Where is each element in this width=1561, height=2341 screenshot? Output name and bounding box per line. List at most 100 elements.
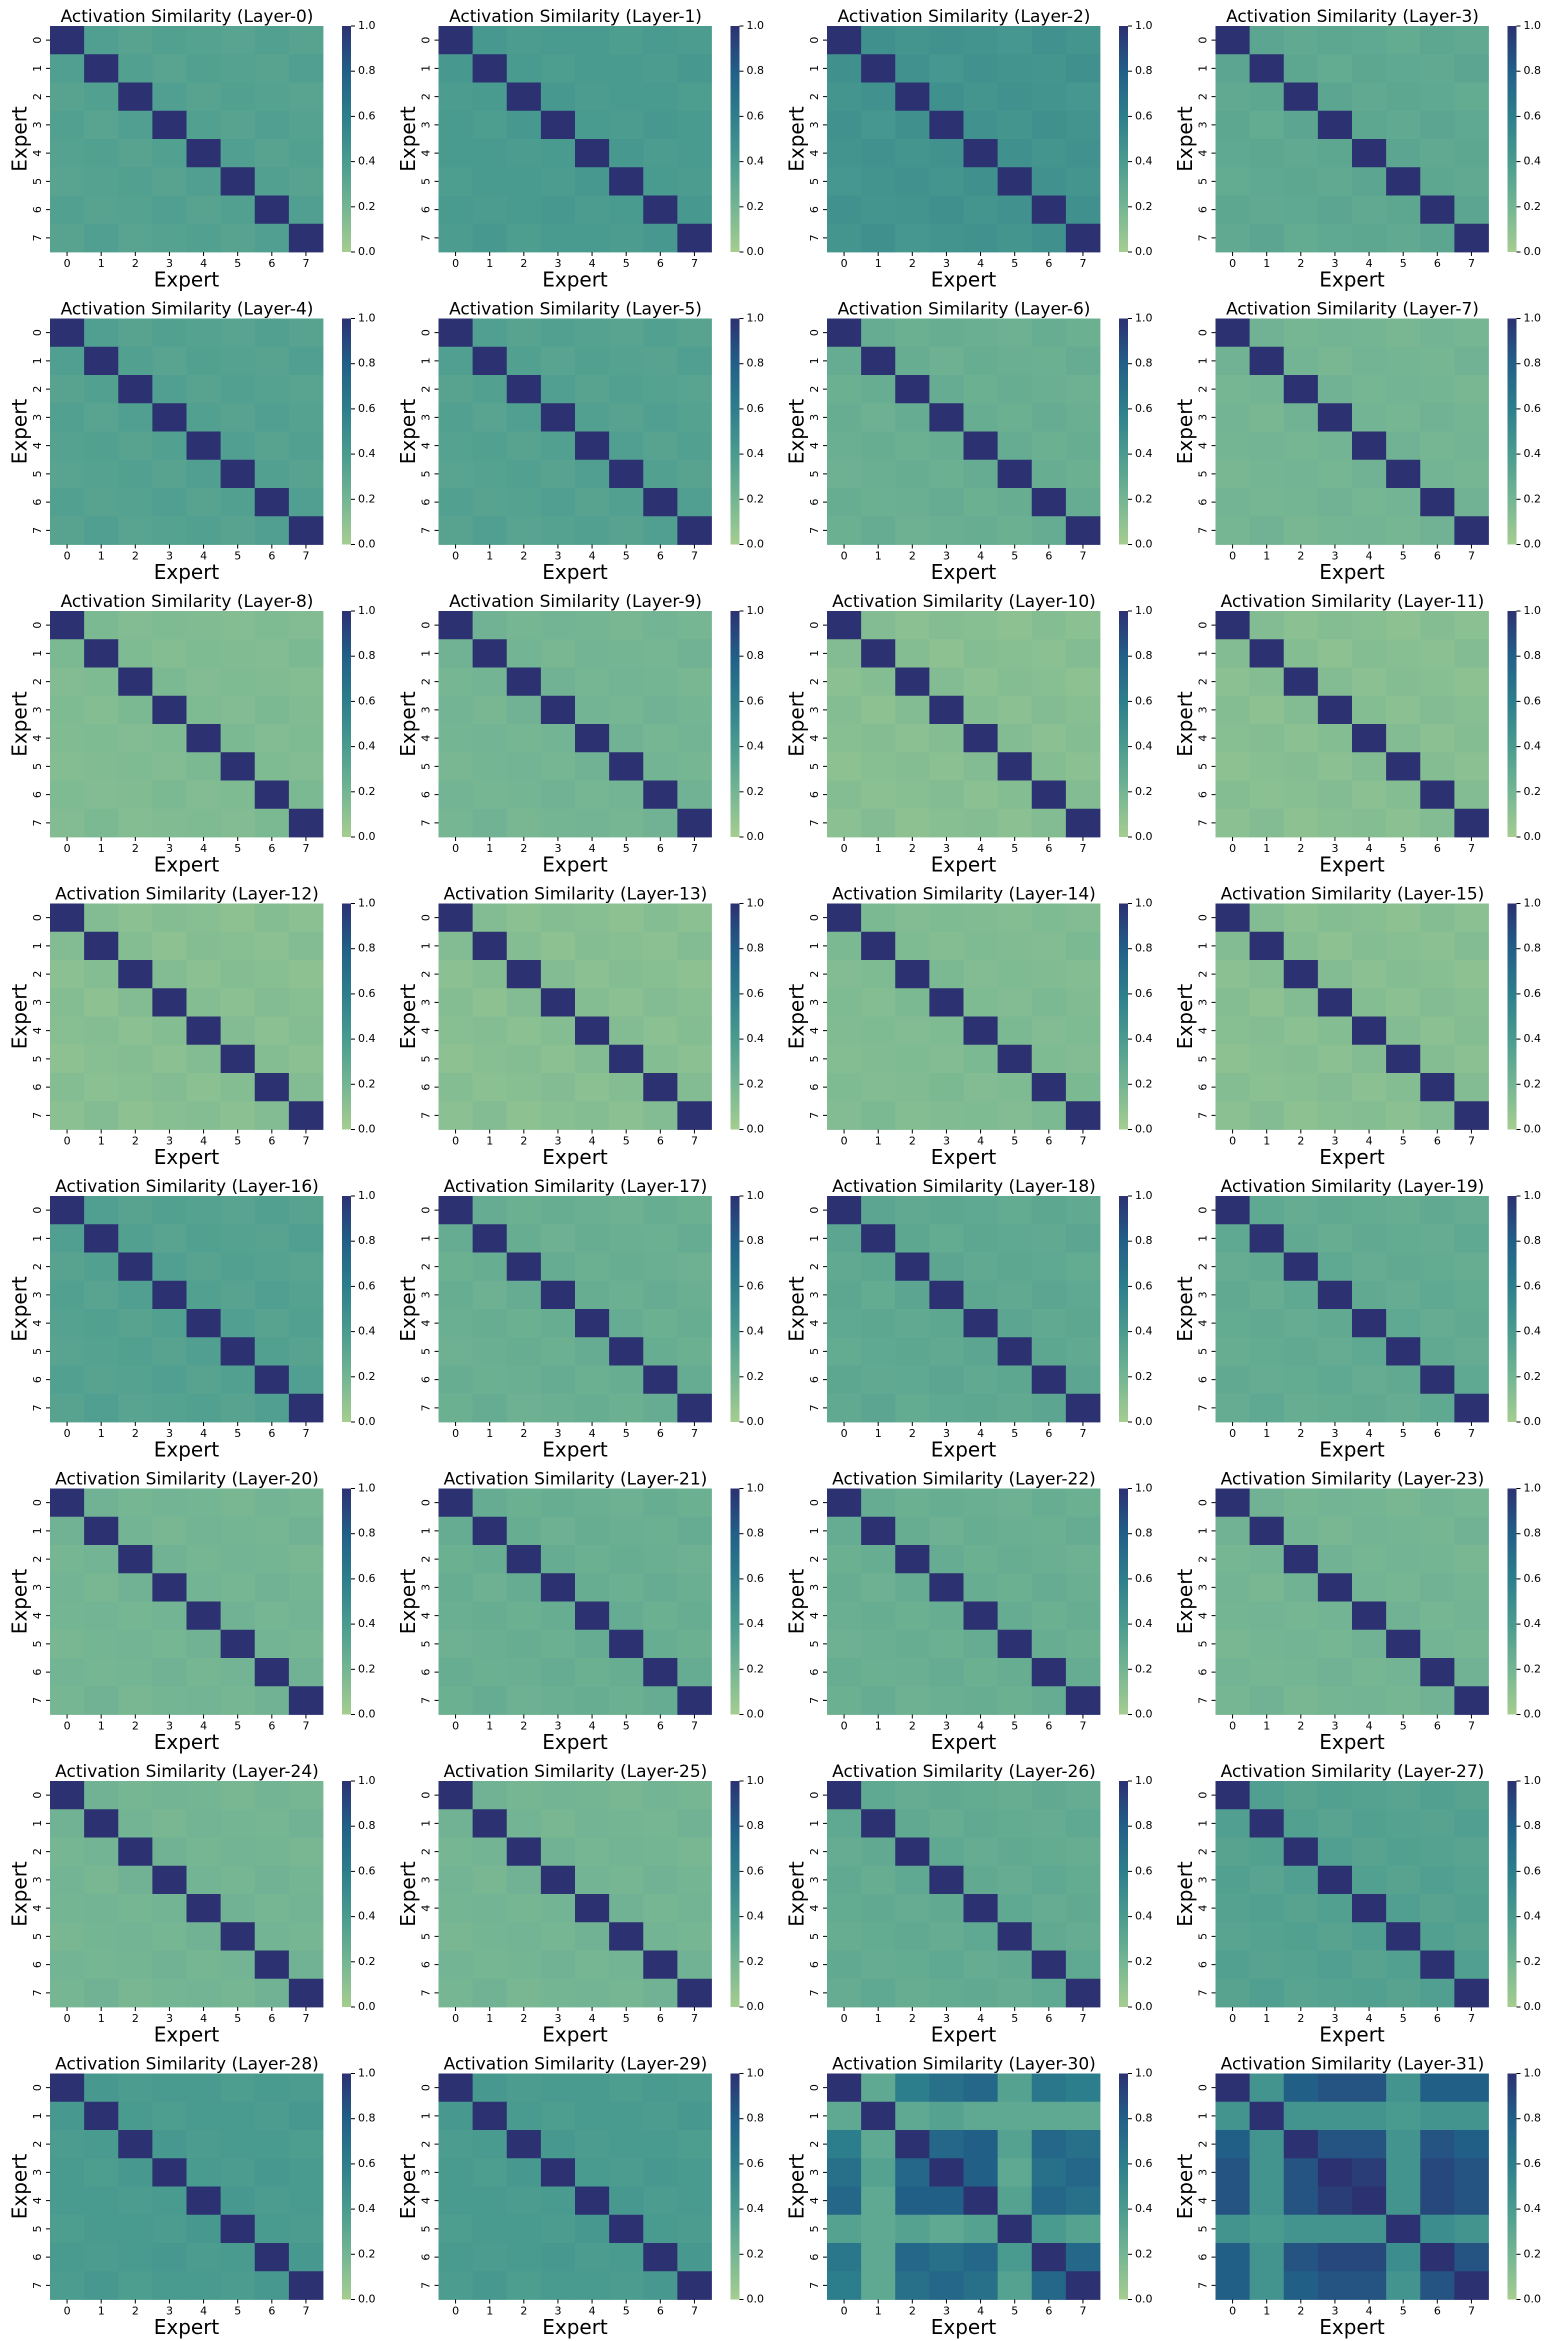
heatmap-cell [152,1224,187,1253]
heatmap-cell [609,1658,644,1687]
heatmap-cell [1283,1894,1319,1923]
heatmap-cell [1249,639,1285,668]
heatmap-cell [1215,2243,1251,2272]
heatmap-cell [152,516,187,545]
heatmap-cell [1317,931,1353,961]
heatmap-cell [997,1601,1033,1631]
y-tick-label: 5 [1197,1640,1210,1647]
heatmap-cell [1249,611,1285,640]
heatmap-panel: Activation Similarity (Layer-28)00112233… [8,2055,376,2340]
heatmap-cell [438,1224,474,1253]
heatmap-cell [118,318,153,348]
heatmap-cell [152,82,187,112]
heatmap-cell [1317,1658,1353,1687]
heatmap-cell [1352,1894,1387,1923]
heatmap-cell [643,139,678,168]
y-tick-label: 2 [808,1263,821,1270]
heatmap-cell [84,2271,119,2300]
heatmap-cell [1283,2243,1319,2272]
heatmap-cell [50,1573,85,1602]
heatmap-cell [254,1196,290,1225]
heatmap-panel: Activation Similarity (Layer-25)00112233… [396,1762,764,2047]
heatmap-cell [438,1950,474,1980]
heatmap-cell [1420,2158,1455,2187]
heatmap-cell [540,1073,576,1102]
heatmap-cell [997,1837,1033,1867]
colorbar-tick-label: 0.2 [1524,2247,1542,2260]
colorbar [1507,903,1517,1130]
y-axis-label: Expert [8,1276,32,1342]
heatmap-cell [997,110,1033,140]
heatmap-cell [643,695,678,725]
heatmap-cell [861,1865,896,1895]
heatmap-cell [1386,1601,1421,1631]
heatmap-cell [220,1950,256,1980]
x-tick-label: 6 [268,2012,275,2025]
x-tick-label: 2 [909,257,916,270]
heatmap-cell [1317,695,1353,725]
heatmap-cell [1283,223,1319,253]
heatmap-cell [895,1224,930,1253]
heatmap-cell [895,724,930,753]
heatmap-cell [861,167,896,196]
heatmap-cell [438,318,474,348]
heatmap-cell [575,2271,610,2300]
heatmap-cell [118,611,153,640]
heatmap-cell [220,82,256,112]
heatmap-cell [220,1894,256,1923]
heatmap-cell [861,1837,896,1867]
colorbar [342,611,351,837]
heatmap-cell [609,903,644,933]
y-tick-label: 2 [808,93,821,100]
heatmap-cell [1454,2271,1489,2300]
heatmap-cell [1065,2214,1101,2244]
heatmap-cell [861,639,896,668]
heatmap-cell [1031,2214,1067,2244]
heatmap-cell [1215,346,1251,376]
colorbar-tick-label: 0.6 [747,402,765,415]
heatmap-cell [1386,1337,1421,1366]
heatmap-cell [963,780,999,810]
heatmap-panel: Activation Similarity (Layer-22)00112233… [785,1470,1153,1755]
heatmap-cell [861,695,896,725]
colorbar-tick-label: 0.6 [1524,694,1542,707]
heatmap-cell [1031,2271,1067,2300]
heatmap-cell [50,1393,85,1423]
x-tick-label: 6 [268,1720,275,1733]
heatmap-cell [1031,1101,1067,1130]
x-tick-label: 0 [64,1720,71,1733]
heatmap-cell [1249,195,1285,225]
heatmap-cell [438,1101,474,1130]
heatmap-cell [963,1781,999,1810]
heatmap-cell [50,318,85,348]
heatmap-cell [963,2271,999,2300]
heatmap-cell [861,1196,896,1225]
heatmap-cell [438,223,474,253]
heatmap-cell [506,1488,542,1518]
heatmap-panel: Activation Similarity (Layer-17)00112233… [396,1177,764,1462]
y-tick-label: 5 [1197,1933,1210,1940]
heatmap-cell [152,1658,187,1687]
heatmap-cell [1454,1309,1489,1338]
heatmap-cell [220,1393,256,1423]
heatmap-cell [1420,1280,1455,1310]
y-axis-label: Expert [396,1861,420,1927]
heatmap-cell [438,1073,474,1102]
heatmap-cell [254,1837,290,1867]
x-tick-label: 4 [589,842,596,855]
heatmap-cell [438,903,474,933]
x-tick-label: 2 [909,2305,916,2318]
heatmap-cell [254,1016,290,1046]
y-tick-label: 0 [1197,37,1210,44]
heatmap-cell [643,2271,678,2300]
heatmap-cell [1031,752,1067,781]
heatmap-cell [506,2158,542,2187]
heatmap-cell [288,960,324,989]
heatmap-cell [575,1658,610,1687]
heatmap-cell [152,1516,187,1546]
heatmap-cell [575,1073,610,1102]
colorbar-tick-label: 1.0 [1135,19,1153,32]
y-tick-label: 2 [420,678,433,685]
heatmap-cell [152,195,187,225]
heatmap-cell [861,488,896,517]
